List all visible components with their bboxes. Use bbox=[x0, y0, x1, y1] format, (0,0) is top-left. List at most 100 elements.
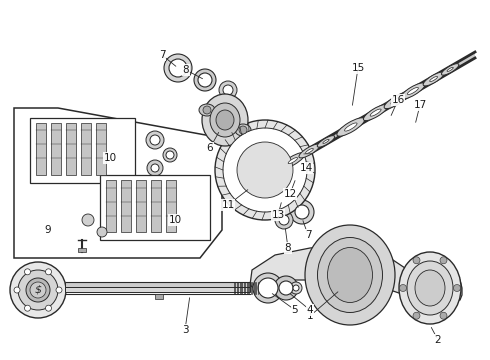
Ellipse shape bbox=[219, 81, 237, 99]
Text: 3: 3 bbox=[182, 325, 188, 335]
Text: 17: 17 bbox=[414, 100, 427, 110]
Ellipse shape bbox=[299, 144, 320, 158]
Ellipse shape bbox=[235, 124, 251, 136]
Text: 4: 4 bbox=[307, 305, 313, 315]
Ellipse shape bbox=[407, 87, 418, 95]
Ellipse shape bbox=[323, 139, 329, 143]
Polygon shape bbox=[14, 108, 222, 258]
Ellipse shape bbox=[163, 148, 177, 162]
Ellipse shape bbox=[344, 123, 357, 131]
Circle shape bbox=[26, 278, 50, 302]
Bar bbox=[121, 180, 131, 232]
Ellipse shape bbox=[150, 135, 160, 145]
Bar bbox=[100, 175, 210, 240]
Ellipse shape bbox=[415, 270, 445, 306]
Circle shape bbox=[215, 120, 315, 220]
Ellipse shape bbox=[391, 97, 402, 104]
Ellipse shape bbox=[384, 93, 409, 109]
Ellipse shape bbox=[401, 83, 425, 99]
Ellipse shape bbox=[216, 110, 234, 130]
Text: 5: 5 bbox=[292, 305, 298, 315]
Ellipse shape bbox=[288, 158, 297, 164]
Bar bbox=[151, 180, 161, 232]
Circle shape bbox=[46, 269, 51, 275]
Ellipse shape bbox=[223, 85, 233, 95]
Circle shape bbox=[413, 257, 420, 264]
Ellipse shape bbox=[199, 104, 215, 116]
Bar bbox=[136, 180, 146, 232]
Ellipse shape bbox=[147, 160, 163, 176]
Ellipse shape bbox=[317, 136, 335, 147]
Bar bbox=[96, 123, 106, 175]
Bar bbox=[66, 123, 76, 175]
Ellipse shape bbox=[399, 252, 461, 324]
Bar bbox=[65, 282, 250, 287]
Bar bbox=[51, 123, 61, 175]
Ellipse shape bbox=[275, 211, 293, 229]
Circle shape bbox=[203, 106, 211, 114]
Text: 7: 7 bbox=[159, 50, 165, 60]
Text: 1: 1 bbox=[307, 311, 313, 321]
Circle shape bbox=[223, 128, 307, 212]
Bar bbox=[36, 123, 46, 175]
Circle shape bbox=[440, 312, 447, 319]
Ellipse shape bbox=[151, 164, 159, 172]
Ellipse shape bbox=[210, 103, 240, 137]
Ellipse shape bbox=[164, 54, 192, 82]
Ellipse shape bbox=[305, 225, 395, 325]
Text: 13: 13 bbox=[271, 210, 285, 220]
Ellipse shape bbox=[279, 215, 289, 225]
Ellipse shape bbox=[337, 118, 365, 136]
Text: 16: 16 bbox=[392, 95, 405, 105]
Ellipse shape bbox=[194, 69, 216, 91]
Polygon shape bbox=[250, 245, 462, 302]
Bar bbox=[65, 287, 250, 292]
Ellipse shape bbox=[169, 59, 187, 77]
Text: 9: 9 bbox=[45, 225, 51, 235]
Ellipse shape bbox=[281, 153, 305, 168]
Circle shape bbox=[46, 305, 51, 311]
Ellipse shape bbox=[447, 67, 453, 71]
Ellipse shape bbox=[407, 261, 453, 315]
Ellipse shape bbox=[364, 104, 388, 121]
Ellipse shape bbox=[290, 200, 314, 224]
Circle shape bbox=[30, 282, 46, 298]
Ellipse shape bbox=[198, 73, 212, 87]
Circle shape bbox=[237, 142, 293, 198]
Ellipse shape bbox=[430, 76, 438, 82]
Bar bbox=[30, 118, 135, 183]
Circle shape bbox=[24, 305, 30, 311]
Circle shape bbox=[97, 227, 107, 237]
Ellipse shape bbox=[441, 64, 459, 75]
Bar bbox=[106, 180, 116, 232]
Ellipse shape bbox=[327, 248, 372, 302]
Text: 15: 15 bbox=[351, 63, 365, 73]
Text: 8: 8 bbox=[183, 65, 189, 75]
Bar bbox=[81, 123, 91, 175]
Ellipse shape bbox=[146, 131, 164, 149]
Circle shape bbox=[82, 214, 94, 226]
Text: 11: 11 bbox=[221, 200, 235, 210]
Ellipse shape bbox=[274, 276, 298, 300]
Circle shape bbox=[413, 312, 420, 319]
Text: 7: 7 bbox=[305, 230, 311, 240]
Circle shape bbox=[239, 126, 247, 134]
Ellipse shape bbox=[305, 148, 313, 154]
Ellipse shape bbox=[423, 72, 444, 86]
Text: 8: 8 bbox=[285, 243, 292, 253]
Bar bbox=[78, 248, 86, 252]
Circle shape bbox=[18, 270, 58, 310]
Ellipse shape bbox=[166, 151, 174, 159]
Ellipse shape bbox=[253, 273, 283, 303]
Bar bbox=[155, 294, 163, 299]
Ellipse shape bbox=[295, 205, 309, 219]
Circle shape bbox=[399, 284, 407, 292]
Ellipse shape bbox=[293, 285, 299, 291]
Circle shape bbox=[14, 287, 20, 293]
Ellipse shape bbox=[202, 94, 248, 146]
Text: 12: 12 bbox=[283, 189, 296, 199]
Ellipse shape bbox=[258, 278, 278, 298]
Circle shape bbox=[24, 269, 30, 275]
Circle shape bbox=[10, 262, 66, 318]
Text: $: $ bbox=[34, 285, 42, 295]
